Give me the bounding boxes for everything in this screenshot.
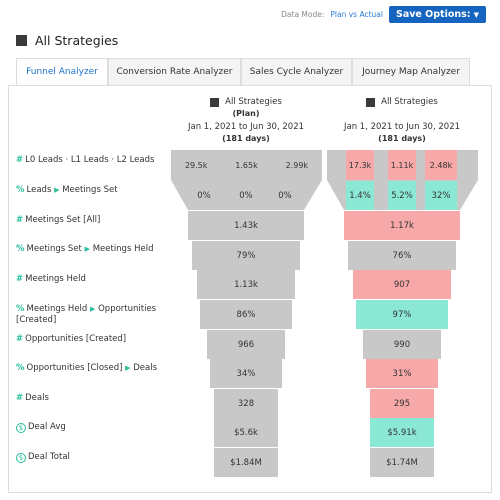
actual-l2-value: 2.48k <box>425 150 457 180</box>
data-mode-value[interactable]: Plan vs Actual <box>330 10 383 19</box>
actual-closed-to-deals-cell[interactable]: 31% <box>366 359 438 388</box>
actual-l0-rate[interactable]: 1.4% <box>346 181 374 210</box>
plan-meetings-set-cell[interactable]: 1.43k <box>188 211 304 240</box>
actual-days: (181 days) <box>378 134 426 143</box>
page-title: All Strategies <box>35 33 119 48</box>
row-label-opportunities-created: # Opportunities [Created] <box>16 334 127 344</box>
hash-icon: # <box>16 393 24 403</box>
tab-conversion-rate-analyzer[interactable]: Conversion Rate Analyzer <box>108 58 241 85</box>
plan-l0-value: 29.5k <box>184 160 208 170</box>
row-label-deal-total: $ Deal Total <box>16 452 70 463</box>
strategy-color-icon <box>16 35 27 46</box>
dollar-circle-icon: $ <box>16 453 26 463</box>
plan-deal-avg-cell[interactable]: $5.6k <box>214 418 278 447</box>
hash-icon: # <box>16 274 24 284</box>
actual-l0-value: 17.3k <box>346 150 374 180</box>
legend-swatch-icon <box>366 97 376 107</box>
percent-icon: % <box>16 244 25 254</box>
plan-days: (181 days) <box>222 134 270 143</box>
actual-held-to-opp-cell[interactable]: 97% <box>356 300 448 329</box>
plan-l2-value: 2.99k <box>285 160 309 170</box>
plan-range: Jan 1, 2021 to Jun 30, 2021 <box>187 122 305 132</box>
dollar-circle-icon: $ <box>16 423 26 433</box>
hash-icon: # <box>16 215 24 225</box>
actual-column-header: All Strategies Jan 1, 2021 to Jun 30, 20… <box>326 96 478 145</box>
actual-meetings-set-cell[interactable]: 1.17k <box>344 211 460 240</box>
percent-icon: % <box>16 304 25 314</box>
tab-funnel-analyzer[interactable]: Funnel Analyzer <box>16 58 108 85</box>
actual-l2-rate[interactable]: 32% <box>425 181 457 210</box>
row-label-leads-to-meetings: % Leads ▶ Meetings Set <box>16 185 118 195</box>
page-header: All Strategies <box>16 33 118 48</box>
plan-column-header: All Strategies (Plan) Jan 1, 2021 to Jun… <box>170 96 322 145</box>
tab-sales-cycle-analyzer[interactable]: Sales Cycle Analyzer <box>241 58 352 85</box>
plan-leads-cell[interactable]: 29.5k 1.65k 2.99k <box>171 150 322 180</box>
row-label-leads: # L0 Leads · L1 Leads · L2 Leads <box>16 155 155 165</box>
actual-deal-total-cell[interactable]: $1.74M <box>370 448 434 477</box>
plan-opp-created-cell[interactable]: 966 <box>207 330 285 359</box>
actual-leads-cell[interactable]: 17.3k 1.11k 2.48k <box>327 150 478 180</box>
percent-icon: % <box>16 363 25 373</box>
plan-l1-rate[interactable]: 0% <box>239 191 253 201</box>
tab-bar: Funnel Analyzer Conversion Rate Analyzer… <box>16 58 470 85</box>
actual-meetings-held-cell[interactable]: 907 <box>353 270 451 299</box>
plan-deal-total-cell[interactable]: $1.84M <box>214 448 278 477</box>
actual-l1-rate[interactable]: 5.2% <box>388 181 416 210</box>
legend-swatch-icon <box>210 97 220 107</box>
row-label-meetings-held: # Meetings Held <box>16 274 86 284</box>
plan-held-to-opp-cell[interactable]: 86% <box>200 300 292 329</box>
plan-l2-rate[interactable]: 0% <box>278 191 292 201</box>
percent-icon: % <box>16 185 25 195</box>
triangle-right-icon: ▶ <box>90 305 96 313</box>
actual-legend: All Strategies <box>381 97 438 107</box>
row-label-deal-avg: $ Deal Avg <box>16 422 66 433</box>
chevron-down-icon: ▼ <box>473 10 479 19</box>
tab-journey-map-analyzer[interactable]: Journey Map Analyzer <box>352 58 470 85</box>
plan-meetings-held-cell[interactable]: 1.13k <box>197 270 295 299</box>
triangle-right-icon: ▶ <box>84 245 90 253</box>
plan-tag: (Plan) <box>232 109 260 118</box>
plan-deals-cell[interactable]: 328 <box>214 389 278 418</box>
row-label-closed-to-deals: % Opportunities [Closed] ▶ Deals <box>16 363 157 373</box>
actual-range: Jan 1, 2021 to Jun 30, 2021 <box>343 122 461 132</box>
save-options-button[interactable]: Save Options: ▼ <box>388 6 486 23</box>
actual-l1-value: 1.11k <box>388 150 416 180</box>
plan-set-to-held-cell[interactable]: 79% <box>192 241 300 270</box>
row-label-set-to-held: % Meetings Set ▶ Meetings Held <box>16 244 154 254</box>
hash-icon: # <box>16 155 24 165</box>
actual-deal-avg-cell[interactable]: $5.91k <box>370 418 434 447</box>
funnel-panel <box>8 85 492 493</box>
plan-funnel-taper <box>171 180 322 210</box>
save-options-label: Save Options: <box>395 9 471 20</box>
data-mode-label: Data Mode: <box>281 10 325 19</box>
plan-closed-to-deals-cell[interactable]: 34% <box>210 359 282 388</box>
plan-l1-value: 1.65k <box>235 160 258 170</box>
row-label-meetings-set: # Meetings Set [All] <box>16 215 101 225</box>
plan-legend: All Strategies <box>225 97 282 107</box>
triangle-right-icon: ▶ <box>125 364 131 372</box>
actual-opp-created-cell[interactable]: 990 <box>363 330 441 359</box>
triangle-right-icon: ▶ <box>54 186 60 194</box>
top-bar: Data Mode: Plan vs Actual Save Options: … <box>281 6 486 23</box>
percent-icon: # <box>16 334 24 344</box>
actual-set-to-held-cell[interactable]: 76% <box>348 241 456 270</box>
row-label-deals: # Deals <box>16 393 49 403</box>
actual-deals-cell[interactable]: 295 <box>370 389 434 418</box>
plan-l0-rate[interactable]: 0% <box>197 191 211 201</box>
row-label-held-to-opportunities: % Meetings Held ▶ Opportunities [Created] <box>16 304 157 325</box>
